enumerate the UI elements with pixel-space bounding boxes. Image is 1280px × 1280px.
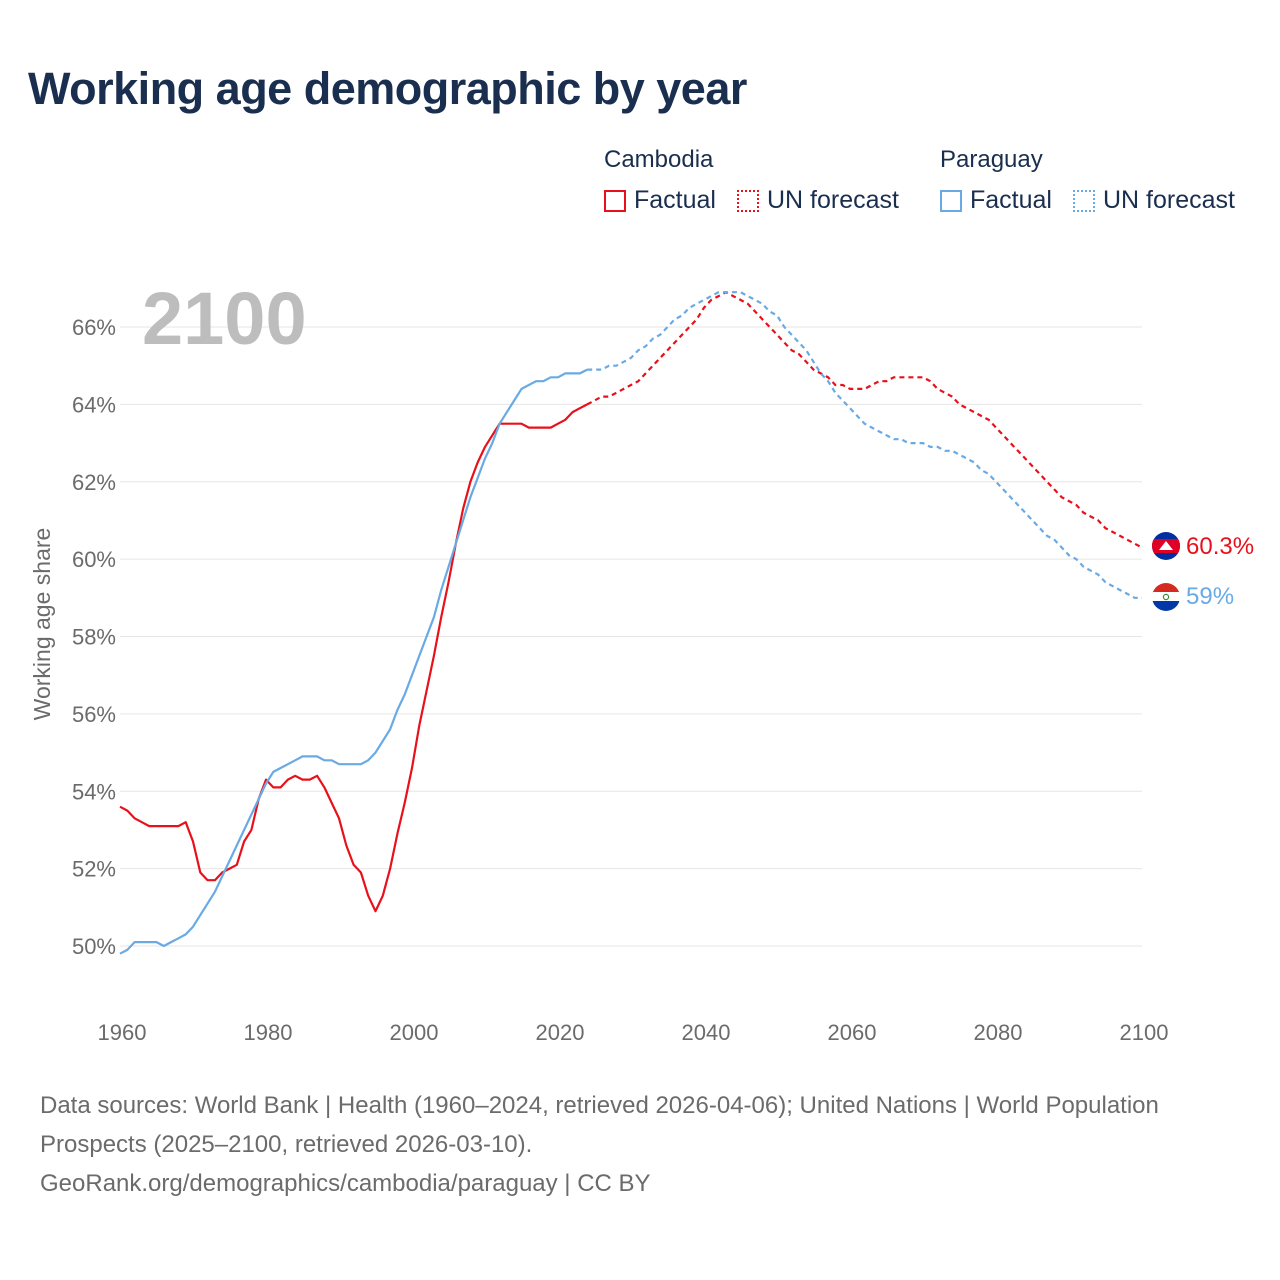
legend-item-paraguay-factual[interactable]: Factual xyxy=(940,186,1052,215)
legend-item-paraguay-forecast[interactable]: UN forecast xyxy=(1073,186,1235,215)
footer: Data sources: World Bank | Health (1960–… xyxy=(40,1086,1220,1203)
x-tick-label: 2080 xyxy=(974,1020,1023,1045)
y-tick-label: 60% xyxy=(72,547,116,572)
x-tick-label: 2020 xyxy=(536,1020,585,1045)
x-tick-label: 2000 xyxy=(390,1020,439,1045)
y-tick-label: 56% xyxy=(72,702,116,727)
cambodia-flag-icon xyxy=(1152,532,1180,560)
cambodia-factual-line[interactable] xyxy=(119,403,588,913)
footer-link[interactable]: GeoRank.org/demographics/cambodia/paragu… xyxy=(40,1170,651,1197)
paraguay-forecast-line[interactable] xyxy=(587,291,1142,599)
y-tick-label: 62% xyxy=(72,470,116,495)
x-tick-label: 2100 xyxy=(1120,1020,1169,1045)
year-watermark: 2100 xyxy=(142,277,307,360)
paraguay-flag-icon xyxy=(1152,583,1180,611)
legend-label: UN forecast xyxy=(1103,186,1235,214)
data-sources: Data sources: World Bank | Health (1960–… xyxy=(40,1092,1159,1158)
paraguay-factual-line[interactable] xyxy=(119,368,588,955)
legend-label: Factual xyxy=(970,186,1052,214)
legend-item-cambodia-forecast[interactable]: UN forecast xyxy=(737,186,899,215)
line-chart: 2100 Working age share 50% 52% 54% 56% 58% 60… xyxy=(29,277,1254,1045)
legend-swatch-dotted-icon xyxy=(737,189,759,212)
y-tick-label: 54% xyxy=(72,779,116,804)
y-axis-title: Working age share xyxy=(29,528,55,721)
x-tick-label: 2040 xyxy=(682,1020,731,1045)
x-tick-label: 1980 xyxy=(244,1020,293,1045)
x-tick-label: 2060 xyxy=(828,1020,877,1045)
y-tick-label: 66% xyxy=(72,315,116,340)
legend-swatch-dotted-icon xyxy=(1073,189,1095,212)
y-tick-label: 58% xyxy=(72,625,116,650)
legend-swatch-solid-icon xyxy=(940,189,962,212)
legend-group-paraguay: Paraguay xyxy=(940,146,1043,173)
cambodia-forecast-line[interactable] xyxy=(586,290,1143,549)
cambodia-end-label: 60.3% xyxy=(1186,533,1254,560)
legend-item-cambodia-factual[interactable]: Factual xyxy=(604,186,716,215)
y-tick-label: 50% xyxy=(72,934,116,959)
y-tick-label: 64% xyxy=(72,392,116,417)
y-tick-label: 52% xyxy=(72,857,116,882)
page-title: Working age demographic by year xyxy=(28,63,747,114)
x-tick-label: 1960 xyxy=(98,1020,147,1045)
legend-swatch-solid-icon xyxy=(604,189,626,212)
legend-label: UN forecast xyxy=(767,186,899,214)
legend-label: Factual xyxy=(634,186,716,214)
legend-group-cambodia: Cambodia xyxy=(604,146,714,173)
paraguay-end-label: 59% xyxy=(1186,583,1234,610)
